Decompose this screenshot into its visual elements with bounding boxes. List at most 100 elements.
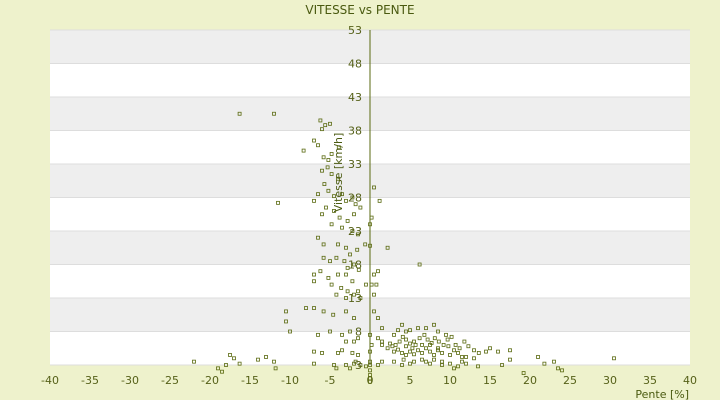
- data-point: [232, 356, 236, 361]
- data-point: [339, 286, 344, 290]
- data-point: [380, 326, 384, 331]
- x-axis-ticks: -40 -35 -30 -25 -20 -15 -10 -5 0 5 10 15 20 25 30 35 40: [41, 374, 697, 387]
- data-point: [404, 329, 408, 334]
- data-point: [345, 265, 350, 270]
- data-point: [440, 363, 444, 367]
- data-point: [464, 355, 468, 359]
- x-tick-label: 5: [407, 374, 414, 387]
- data-point: [328, 121, 332, 126]
- data-point: [385, 245, 390, 250]
- data-point: [216, 366, 220, 371]
- data-point: [345, 289, 350, 294]
- data-point: [521, 371, 526, 375]
- data-point: [336, 272, 340, 277]
- data-point: [320, 351, 324, 355]
- data-point: [372, 185, 376, 190]
- data-points: [192, 111, 616, 384]
- data-point: [304, 306, 308, 310]
- data-point: [329, 172, 334, 176]
- data-point: [408, 349, 412, 354]
- data-point: [401, 357, 406, 362]
- data-point: [324, 205, 328, 210]
- y-tick-label: 43: [348, 91, 362, 104]
- data-point: [460, 359, 464, 364]
- data-point: [410, 346, 415, 351]
- data-point: [496, 349, 500, 354]
- data-point: [352, 292, 356, 297]
- data-point: [220, 369, 224, 374]
- data-point: [380, 359, 384, 364]
- data-point: [441, 342, 446, 347]
- data-point: [400, 322, 404, 327]
- data-point: [376, 363, 380, 367]
- data-point: [356, 353, 360, 357]
- data-point: [273, 366, 278, 371]
- data-point: [460, 355, 464, 359]
- data-point: [312, 361, 316, 366]
- data-point: [412, 352, 416, 357]
- data-point: [326, 188, 331, 193]
- data-point: [340, 348, 344, 353]
- data-point: [321, 242, 326, 247]
- x-tick-label: -25: [161, 374, 179, 387]
- y-tick-label: 23: [348, 225, 362, 238]
- data-point: [436, 339, 441, 344]
- data-point: [408, 341, 412, 346]
- data-point: [356, 289, 360, 294]
- data-point: [352, 316, 356, 321]
- x-tick-label: 35: [643, 374, 657, 387]
- x-tick-label: -30: [121, 374, 139, 387]
- data-point: [500, 363, 504, 367]
- data-point: [345, 219, 350, 223]
- data-point: [358, 296, 363, 300]
- y-tick-label: 38: [348, 125, 362, 138]
- data-point: [316, 143, 320, 148]
- data-point: [457, 346, 462, 351]
- data-point: [372, 309, 376, 314]
- data-point: [326, 158, 331, 162]
- data-point: [284, 319, 288, 324]
- data-point: [323, 123, 328, 128]
- data-point: [488, 346, 492, 351]
- data-point: [392, 332, 396, 337]
- data-point: [428, 349, 432, 354]
- data-point: [472, 356, 476, 361]
- x-tick-label: -10: [281, 374, 299, 387]
- data-point: [462, 339, 467, 344]
- y-tick-label: 48: [348, 58, 362, 71]
- data-point: [420, 357, 424, 362]
- y-tick-label: 18: [348, 259, 362, 272]
- data-point: [192, 359, 196, 364]
- data-point: [264, 355, 268, 359]
- data-point: [320, 212, 324, 217]
- data-point: [448, 353, 452, 357]
- data-point: [552, 359, 556, 364]
- data-point: [342, 259, 347, 264]
- data-point: [316, 235, 320, 240]
- data-point: [364, 282, 368, 287]
- data-point: [312, 272, 316, 277]
- data-point: [334, 366, 339, 371]
- data-point: [332, 208, 336, 213]
- data-point: [445, 337, 450, 342]
- data-point: [352, 262, 356, 267]
- data-point: [312, 306, 316, 310]
- data-point: [542, 361, 547, 366]
- data-point: [392, 359, 396, 364]
- data-point: [237, 361, 242, 366]
- data-point: [329, 152, 334, 156]
- data-point: [476, 351, 481, 355]
- data-point: [436, 329, 440, 334]
- data-point: [336, 351, 340, 355]
- y-tick-label: 13: [348, 292, 362, 305]
- data-point: [328, 329, 332, 334]
- data-point: [484, 349, 488, 354]
- data-point: [340, 192, 344, 197]
- data-point: [332, 194, 336, 199]
- data-point: [325, 165, 330, 170]
- data-point: [416, 348, 420, 353]
- data-point: [358, 205, 363, 210]
- data-point: [355, 247, 360, 252]
- data-point: [452, 348, 456, 353]
